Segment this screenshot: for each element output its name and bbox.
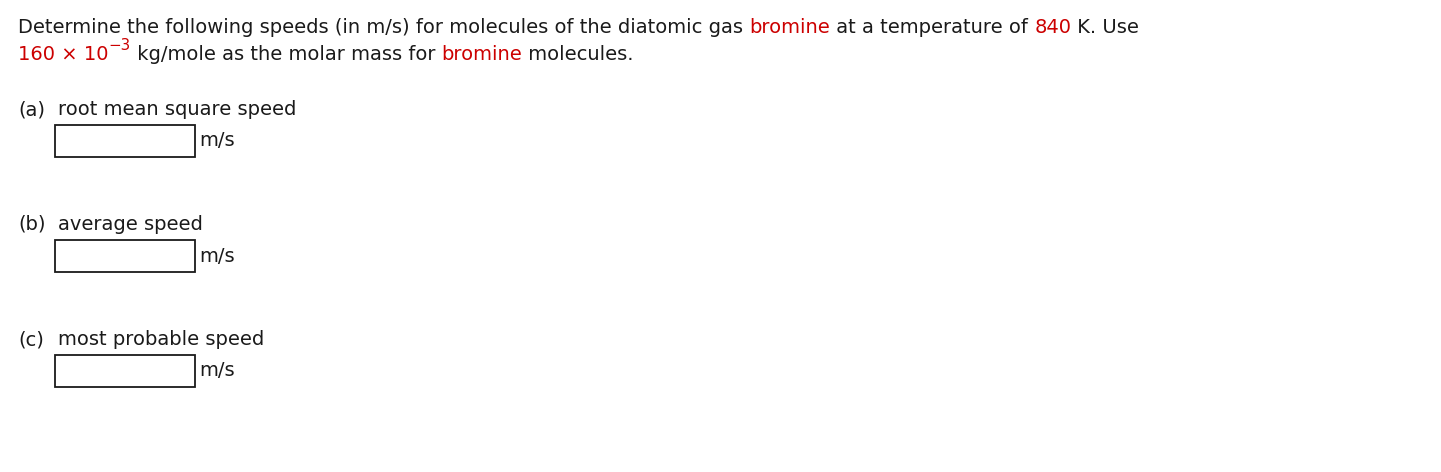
Text: m/s: m/s: [199, 246, 235, 265]
Text: most probable speed: most probable speed: [58, 330, 264, 349]
Text: at a temperature of: at a temperature of: [830, 18, 1035, 37]
Bar: [55, 240, 195, 272]
Text: root mean square speed: root mean square speed: [58, 100, 297, 119]
Text: molecules.: molecules.: [522, 45, 634, 64]
Text: m/s: m/s: [199, 362, 235, 380]
Bar: [55, 355, 195, 387]
Text: −3: −3: [108, 38, 131, 53]
Text: bromine: bromine: [749, 18, 830, 37]
Text: K. Use: K. Use: [1071, 18, 1138, 37]
Text: 840: 840: [1035, 18, 1071, 37]
Text: Determine the following speeds (in m/s) for molecules of the diatomic gas: Determine the following speeds (in m/s) …: [17, 18, 749, 37]
Text: (b): (b): [17, 215, 46, 234]
Text: (c): (c): [17, 330, 43, 349]
Text: kg/mole as the molar mass for: kg/mole as the molar mass for: [131, 45, 441, 64]
Text: (a): (a): [17, 100, 45, 119]
Text: m/s: m/s: [199, 132, 235, 151]
Text: average speed: average speed: [58, 215, 203, 234]
Text: bromine: bromine: [441, 45, 522, 64]
Text: 160 × 10: 160 × 10: [17, 45, 108, 64]
Bar: [55, 125, 195, 157]
